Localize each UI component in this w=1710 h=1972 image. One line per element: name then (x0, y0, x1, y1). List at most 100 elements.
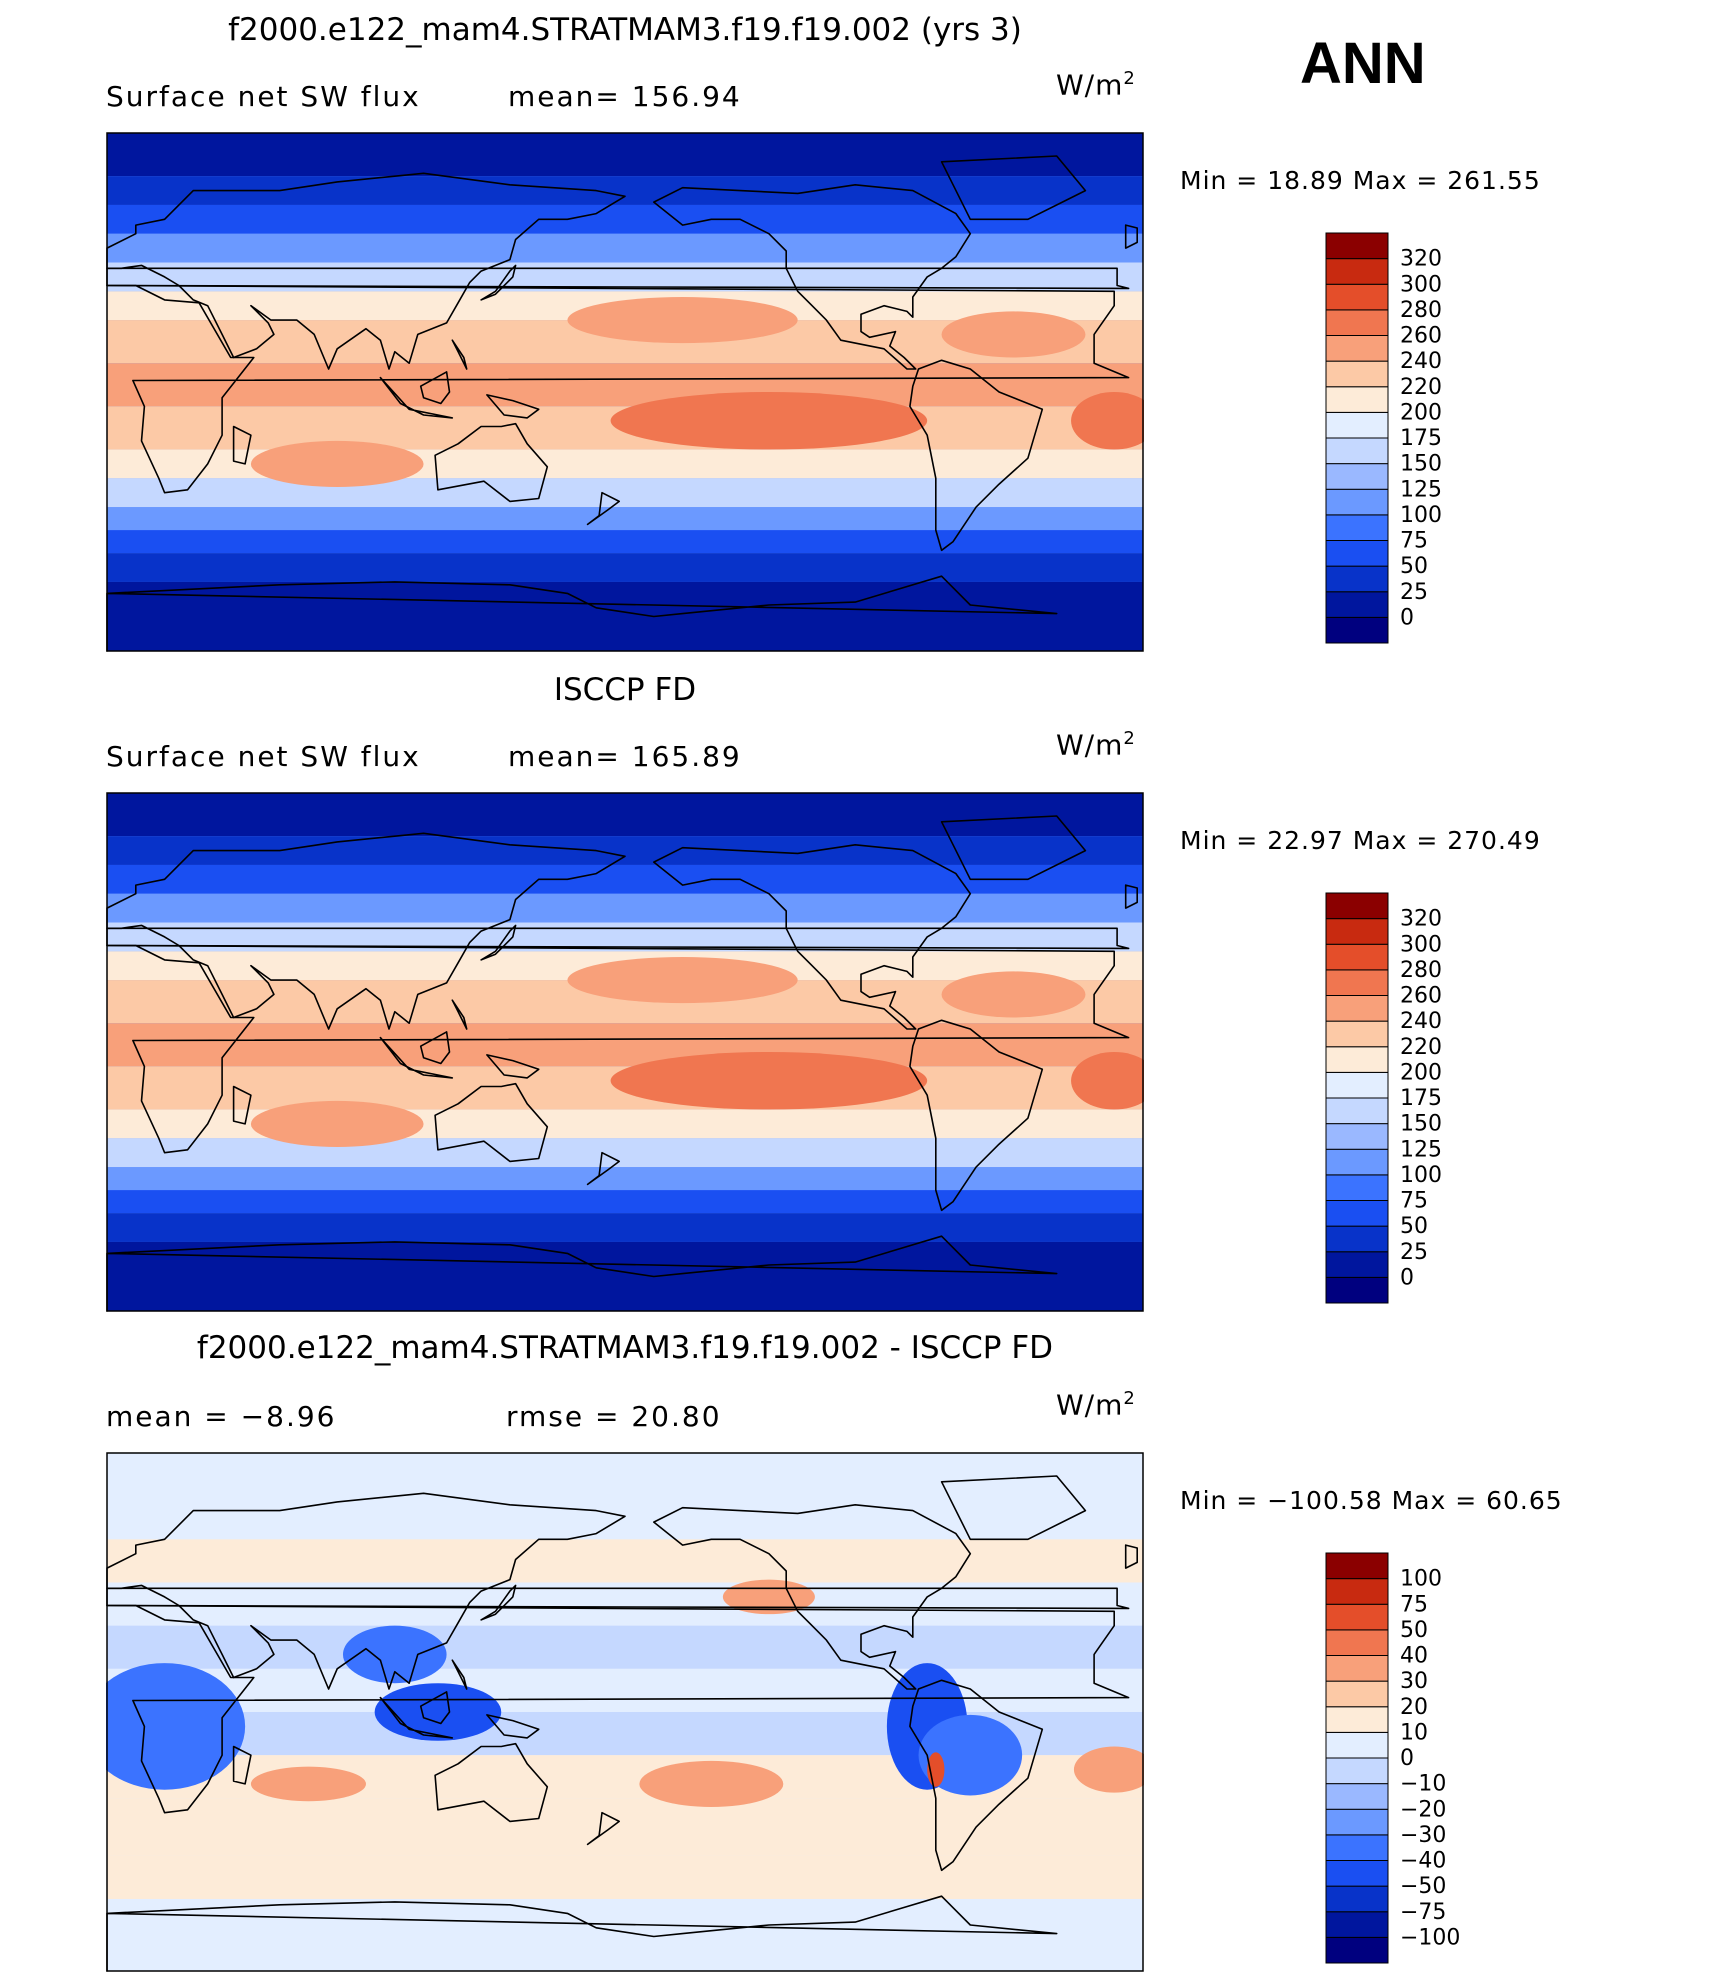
field-feature (567, 957, 798, 1004)
coastline (940, 815, 1087, 881)
colorbar-tick-label: 0 (1400, 1746, 1414, 1771)
colorbar-swatch (1325, 1552, 1389, 1580)
coastline (652, 1503, 972, 1690)
panel-1-colorbar: 320 300 280 260 240 220 200 175 150 125 100 75 50 25 0 (1325, 232, 1526, 644)
panel-3-title: f2000.e122_mam4.STRATMAM3.f19.f19.002 - … (196, 1330, 1054, 1366)
coastline (106, 1235, 1058, 1312)
field-band (107, 1241, 1143, 1311)
coastline (106, 1604, 1130, 1814)
colorbar-swatch (1325, 1860, 1389, 1887)
colorbar-swatch (1325, 1783, 1389, 1810)
colorbar-tick-label: 100 (1400, 1163, 1442, 1188)
colorbar-swatch (1325, 1174, 1389, 1201)
panel-1-map (106, 132, 1144, 652)
map-frame (106, 132, 1144, 652)
colorbar-swatch (1325, 1680, 1389, 1708)
coastline (232, 1085, 252, 1125)
coastline (940, 155, 1087, 221)
panel-2-variable-label: Surface net SW flux (106, 740, 421, 773)
coastline (379, 1036, 454, 1079)
colorbar-tick-label: 260 (1400, 324, 1442, 349)
field-band (107, 1190, 1143, 1214)
map-canvas (106, 1452, 1144, 1972)
coastline (419, 1031, 451, 1065)
field-feature (106, 1663, 246, 1790)
panel-2-title: ISCCP FD (553, 672, 697, 708)
coastline (451, 1659, 468, 1690)
coastline (486, 1714, 540, 1739)
coastline (106, 172, 626, 370)
panel-1-mean-label: mean= 156.94 (508, 80, 742, 113)
field-feature (918, 1714, 1023, 1796)
field-band (107, 553, 1143, 582)
colorbar-tick-label: 200 (1400, 1060, 1442, 1085)
field-feature (941, 311, 1086, 358)
field-band (107, 1582, 1143, 1626)
field-band (107, 363, 1143, 407)
colorbar-tick-label: 175 (1400, 426, 1442, 451)
colorbar-swatch (1325, 1731, 1389, 1759)
field-band (107, 893, 1143, 923)
colorbar-swatch (1325, 514, 1389, 541)
colorbar-swatch (1325, 1706, 1389, 1733)
coastline (1124, 884, 1138, 909)
coastline (379, 376, 454, 419)
field-feature (610, 392, 928, 450)
panel-2-map (106, 792, 1144, 1312)
colorbar-tick-label: 75 (1400, 1189, 1428, 1214)
colorbar-tick-label: 150 (1400, 1112, 1442, 1137)
field-feature (250, 1766, 366, 1802)
coastline (451, 339, 468, 370)
panel-3-minmax: Min = −100.58 Max = 60.65 (1180, 1486, 1563, 1515)
panel-2-units: W/m2 (1056, 728, 1135, 762)
colorbar-swatch (1325, 1148, 1389, 1176)
colorbar-tick-label: 25 (1400, 580, 1428, 605)
colorbar-tick-label: 100 (1400, 1567, 1442, 1592)
colorbar-swatch (1325, 1251, 1389, 1278)
colorbar-tick-label: −50 (1400, 1874, 1446, 1899)
colorbar-swatch (1325, 1020, 1389, 1048)
coastline (419, 371, 451, 405)
colorbar-tick-label: 75 (1400, 1592, 1428, 1617)
colorbar-swatch (1325, 1885, 1389, 1913)
colorbar-swatch (1325, 258, 1389, 285)
colorbar-swatch (1325, 918, 1389, 945)
coastline (909, 1019, 1044, 1212)
field-band (107, 1213, 1143, 1242)
colorbar-swatch (1325, 1225, 1389, 1253)
field-band (107, 478, 1143, 508)
map-canvas (106, 792, 1144, 1312)
coastline (586, 1811, 621, 1846)
colorbar-tick-label: −75 (1400, 1900, 1446, 1925)
colorbar-tick-label: 320 (1400, 247, 1442, 272)
coastline (232, 1745, 252, 1785)
coastline (480, 924, 517, 961)
field-feature (639, 1760, 784, 1807)
colorbar-tick-label: 30 (1400, 1669, 1428, 1694)
colorbar-swatch (1325, 411, 1389, 439)
colorbar-swatch (1325, 943, 1389, 971)
colorbar-swatch (1325, 1200, 1389, 1227)
colorbar-swatch (1325, 1629, 1389, 1656)
colorbar-tick-label: 50 (1400, 554, 1428, 579)
panel-2-mean-label: mean= 165.89 (508, 740, 742, 773)
coastline (940, 1475, 1087, 1541)
panel-1-title: f2000.e122_mam4.STRATMAM3.f19.f19.002 (y… (228, 12, 1022, 48)
field-feature (250, 1100, 424, 1147)
coastline (419, 1691, 451, 1725)
field-band (107, 1138, 1143, 1168)
colorbar-tick-label: 10 (1400, 1720, 1428, 1745)
field-feature (1071, 392, 1144, 450)
coastline (480, 1584, 517, 1621)
panel-3-colorbar: 100 75 50 40 30 20 10 0 −10 −20 −30 −40 −50 −75 −100 (1325, 1552, 1526, 1964)
field-feature (610, 1052, 928, 1110)
colorbar-tick-label: 25 (1400, 1240, 1428, 1265)
colorbar-swatch (1325, 565, 1389, 593)
colorbar-tick-label: 0 (1400, 605, 1414, 630)
colorbar-tick-label: −40 (1400, 1849, 1446, 1874)
colorbar-tick-label: 0 (1400, 1265, 1414, 1290)
field-band (107, 1453, 1143, 1540)
field-band (107, 1023, 1143, 1067)
field-feature (1073, 1746, 1144, 1793)
colorbar-swatch (1325, 1808, 1389, 1836)
